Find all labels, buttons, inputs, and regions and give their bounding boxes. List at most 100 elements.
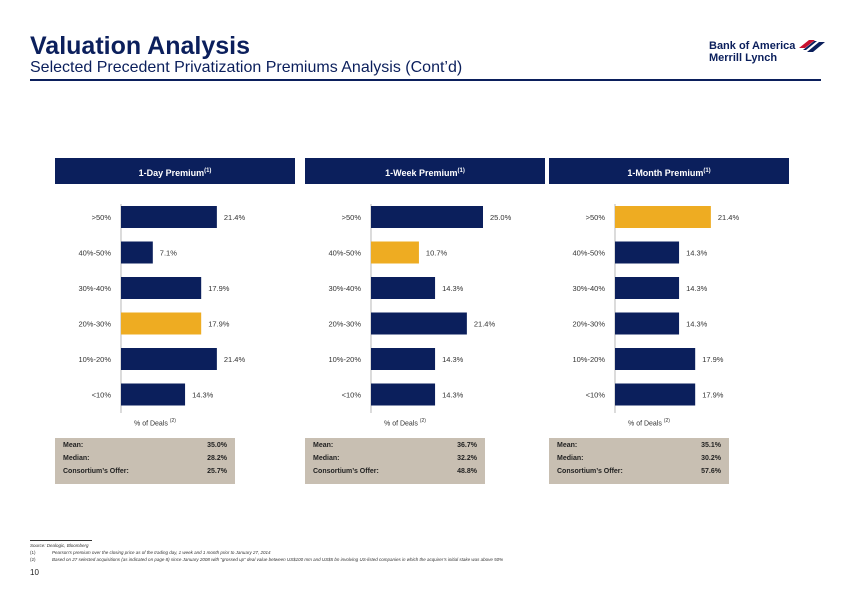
value-label: 14.3% [442, 391, 464, 400]
stat-label: Consortium’s Offer: [313, 468, 379, 475]
bar [371, 277, 436, 299]
panel-header: 1-Day Premium(1) [55, 158, 295, 184]
value-label: 14.3% [192, 391, 214, 400]
category-label: 10%-20% [328, 355, 361, 364]
stats-box: Mean: 36.7% Median: 32.2% Consortium’s Off… [305, 438, 485, 484]
x-axis-label: % of Deals (2) [569, 418, 729, 427]
bar [121, 241, 153, 264]
category-label: <10% [586, 391, 606, 400]
category-label: <10% [342, 391, 362, 400]
page-number: 10 [30, 568, 39, 577]
category-label: 10%-20% [78, 355, 111, 364]
bar [615, 206, 711, 228]
footnote-rule [30, 540, 92, 541]
header-rule [30, 79, 821, 81]
stat-label: Median: [313, 455, 340, 462]
stat-mean: Mean: 36.7% [313, 442, 477, 454]
panel-header-label: 1-Week Premium [385, 168, 458, 178]
category-label: 30%-40% [572, 284, 605, 293]
bar-chart-1-month: >50% 21.4% 40%-50% 14.3% 30%-40% 14.3% 20%-30%… [572, 204, 739, 413]
panel-1-day: 1-Day Premium(1) >50% 21.4% 40%-50% 7.1% 30%… [55, 158, 295, 488]
stat-value: 48.8% [457, 468, 477, 475]
logo-text: Bank of America Merrill Lynch [709, 40, 795, 64]
value-label: 14.3% [686, 320, 708, 329]
value-label: 21.4% [474, 320, 496, 329]
value-label: 14.3% [442, 355, 464, 364]
value-label: 17.9% [702, 355, 724, 364]
x-axis-label-text: % of Deals [384, 420, 418, 428]
category-label: 20%-30% [78, 320, 111, 329]
category-label: 30%-40% [328, 284, 361, 293]
stat-label: Median: [557, 455, 584, 462]
bar [615, 241, 680, 264]
bar [121, 206, 217, 228]
bar-chart-1-week: >50% 25.0% 40%-50% 10.7% 30%-40% 14.3% 20%-30%… [328, 204, 512, 413]
panel-header-footnote: (1) [457, 168, 465, 174]
stat-label: Consortium’s Offer: [63, 468, 129, 475]
bar [371, 312, 467, 335]
footnote-text: Pearson’s premium over the closing price… [52, 550, 271, 555]
stat-mean: Mean: 35.0% [63, 442, 227, 454]
category-label: >50% [586, 213, 606, 222]
category-label: 20%-30% [572, 320, 605, 329]
x-axis-label-footnote: (2) [419, 418, 426, 424]
panel-header-label: 1-Month Premium [627, 168, 704, 178]
bar [371, 348, 436, 370]
bar [615, 383, 696, 406]
category-label: 40%-50% [328, 249, 361, 258]
bar [371, 241, 419, 264]
company-logo: Bank of America Merrill Lynch [709, 40, 829, 66]
stat-value: 36.7% [457, 442, 477, 449]
bar [121, 348, 217, 370]
bar [371, 383, 436, 406]
stat-value: 32.2% [457, 455, 477, 462]
flag-icon [799, 40, 825, 52]
stat-value: 25.7% [207, 468, 227, 475]
stat-offer: Consortium’s Offer: 57.6% [557, 468, 721, 480]
stat-label: Mean: [557, 442, 578, 449]
bar [371, 206, 483, 228]
bar [121, 383, 186, 406]
stat-value: 28.2% [207, 455, 227, 462]
stat-label: Consortium’s Offer: [557, 468, 623, 475]
panel-header: 1-Week Premium(1) [305, 158, 545, 184]
x-axis-label: % of Deals (2) [75, 418, 235, 427]
bar [615, 312, 680, 335]
x-axis-label-footnote: (2) [663, 418, 670, 424]
bar-chart-1-day: >50% 21.4% 40%-50% 7.1% 30%-40% 17.9% 20%-30% 1… [78, 204, 245, 413]
stat-mean: Mean: 35.1% [557, 442, 721, 454]
stat-median: Median: 30.2% [557, 455, 721, 467]
logo-line-2: Merrill Lynch [709, 52, 778, 64]
footnote-1: (1) Pearson’s premium over the closing pr… [30, 550, 270, 555]
value-label: 17.9% [702, 391, 724, 400]
panel-header: 1-Month Premium(1) [549, 158, 789, 184]
page-title: Valuation Analysis [30, 32, 250, 60]
bar [615, 277, 680, 299]
stats-box: Mean: 35.0% Median: 28.2% Consortium’s Off… [55, 438, 235, 484]
value-label: 14.3% [686, 249, 708, 258]
stat-value: 35.1% [701, 442, 721, 449]
stat-label: Mean: [313, 442, 334, 449]
footnote-source: Source: Dealogic, Bloomberg [30, 543, 89, 548]
stat-offer: Consortium’s Offer: 25.7% [63, 468, 227, 480]
footnote-number: (1) [30, 550, 36, 555]
stat-median: Median: 28.2% [63, 455, 227, 467]
category-label: >50% [92, 213, 112, 222]
stats-box: Mean: 35.1% Median: 30.2% Consortium’s Off… [549, 438, 729, 484]
x-axis-label-text: % of Deals [628, 420, 662, 428]
x-axis-label-footnote: (2) [169, 418, 176, 424]
page-subtitle: Selected Precedent Privatization Premium… [30, 59, 463, 76]
category-label: 30%-40% [78, 284, 111, 293]
stat-value: 35.0% [207, 442, 227, 449]
x-axis-label: % of Deals (2) [325, 418, 485, 427]
value-label: 10.7% [426, 249, 448, 258]
logo-line-1: Bank of America [709, 40, 796, 52]
stat-offer: Consortium’s Offer: 48.8% [313, 468, 477, 480]
bar [121, 277, 202, 299]
footnote-2: (2) Based on 27 selected acquisitions (as… [30, 557, 503, 562]
bar [615, 348, 696, 370]
value-label: 25.0% [490, 213, 512, 222]
panel-header-footnote: (1) [703, 168, 711, 174]
panel-header-label: 1-Day Premium [138, 168, 205, 178]
value-label: 14.3% [686, 284, 708, 293]
